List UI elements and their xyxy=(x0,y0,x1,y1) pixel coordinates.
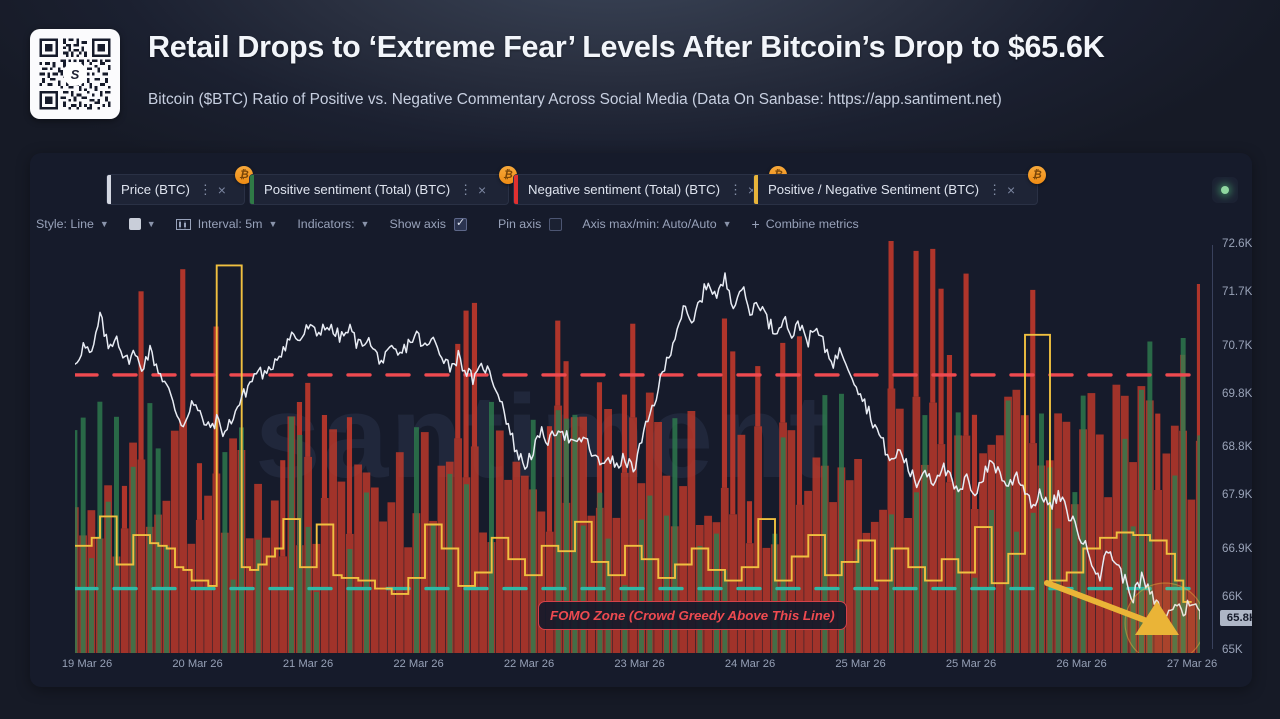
chart-plot-area[interactable]: ·santiment· santiment 72.6K 71.7K 70.7K 69.… xyxy=(30,237,1252,687)
chevron-down-icon: ▼ xyxy=(99,219,109,229)
close-icon[interactable]: × xyxy=(1006,181,1016,198)
chip-label: Positive sentiment (Total) (BTC) xyxy=(264,182,451,197)
y-axis-line xyxy=(1212,245,1213,649)
qr-code-icon: S xyxy=(37,36,113,112)
chevron-down-icon: ▼ xyxy=(146,219,156,229)
x-axis-tick: 22 Mar 26 xyxy=(503,658,555,670)
interval-selector[interactable]: Interval: 5m ▼ xyxy=(175,217,278,231)
x-axis-ticks: 19 Mar 26 20 Mar 26 21 Mar 26 22 Mar 26 22 M… xyxy=(62,655,1217,675)
plus-icon: + xyxy=(751,216,760,232)
chart-svg xyxy=(75,241,1200,653)
y-axis-tick: 68.8K xyxy=(1222,440,1252,453)
y-axis-tick: 70.7K xyxy=(1222,338,1252,352)
show-axis-toggle[interactable]: Show axis xyxy=(389,216,467,231)
axis-minmax-label: Axis max/min: Auto/Auto xyxy=(582,217,717,231)
chip-color-bar xyxy=(250,175,254,204)
y-axis-tick: 66.9K xyxy=(1222,541,1252,555)
indicators-selector[interactable]: Indicators: ▼ xyxy=(297,217,369,231)
kebab-menu-icon[interactable]: ⋮ xyxy=(729,181,743,197)
chip-color-bar xyxy=(754,175,758,204)
fomo-zone-label: FOMO Zone (Crowd Greedy Above This Line) xyxy=(538,601,847,630)
color-swatch xyxy=(128,218,141,230)
qr-code[interactable]: S xyxy=(30,29,120,119)
chip-label: Negative sentiment (Total) (BTC) xyxy=(528,182,721,197)
metric-chip-positive-sentiment[interactable]: Positive sentiment (Total) (BTC) ⋮ × ₿ xyxy=(249,166,517,205)
y-axis-tick: 71.7K xyxy=(1222,285,1252,299)
chevron-down-icon: ▼ xyxy=(360,219,370,229)
x-axis-tick: 21 Mar 26 xyxy=(282,658,334,670)
close-icon[interactable]: × xyxy=(742,182,762,198)
chart-controls: Style: Line ▼ ▼ Interval: 5m ▼ Indic xyxy=(30,211,1252,237)
y-axis-tick: 65K xyxy=(1222,643,1243,656)
metric-chip-negative-sentiment[interactable]: Negative sentiment (Total) (BTC) ⋮ × ₿ xyxy=(513,166,787,205)
btc-badge-icon: ₿ xyxy=(235,166,253,184)
metric-chip-pos-neg-ratio[interactable]: Positive / Negative Sentiment (BTC) ⋮ × … xyxy=(753,166,1046,205)
metric-chip-price[interactable]: Price (BTC) ⋮ × ₿ xyxy=(106,166,253,205)
watermark-side: ·santiment· xyxy=(30,353,32,436)
y-axis-tick: 67.9K xyxy=(1222,488,1252,502)
pin-axis-toggle[interactable]: Pin axis xyxy=(497,217,563,231)
combine-metrics-button[interactable]: + Combine metrics xyxy=(752,216,859,232)
x-axis-tick: 25 Mar 26 xyxy=(945,658,997,670)
candlestick-icon xyxy=(175,218,191,230)
chip-color-bar xyxy=(514,175,518,204)
indicators-label: Indicators: xyxy=(297,217,355,231)
close-icon[interactable]: × xyxy=(478,181,487,198)
btc-badge-icon: ₿ xyxy=(499,166,517,184)
current-price-badge: 65.8K xyxy=(1220,609,1252,626)
show-axis-label: Show axis xyxy=(389,217,446,231)
x-axis-tick: 25 Mar 26 xyxy=(835,658,886,670)
pin-axis-checkbox[interactable] xyxy=(549,217,563,231)
metric-chip-bar: Price (BTC) ⋮ × ₿ Positive sentiment (To… xyxy=(30,153,1252,205)
y-axis: 72.6K 71.7K 70.7K 69.8K 68.8K 67.9K 66.9K 66K 65… xyxy=(1200,237,1252,687)
chevron-down-icon: ▼ xyxy=(268,219,278,229)
kebab-menu-icon[interactable]: ⋮ xyxy=(459,181,473,197)
qr-logo-letter: S xyxy=(63,62,87,86)
x-axis-tick: 27 Mar 26 xyxy=(1166,658,1218,670)
pin-axis-label: Pin axis xyxy=(497,217,542,231)
y-axis-tick: 72.6K xyxy=(1222,237,1252,250)
chart-canvas: santiment xyxy=(75,241,1200,653)
kebab-menu-icon[interactable]: ⋮ xyxy=(198,181,212,197)
header: S Retail Drops to ‘Extreme Fear’ Levels … xyxy=(0,0,1280,140)
status-indicator-icon xyxy=(1221,186,1229,194)
interval-label: Interval: 5m xyxy=(197,217,263,231)
y-axis-tick: 69.8K xyxy=(1222,386,1252,400)
show-axis-checkbox[interactable] xyxy=(453,216,467,231)
chip-color-bar xyxy=(107,175,111,204)
btc-badge-icon: ₿ xyxy=(1028,166,1046,184)
kebab-menu-icon[interactable]: ⋮ xyxy=(988,181,1002,197)
x-axis-tick: 23 Mar 26 xyxy=(614,658,665,670)
color-selector[interactable]: ▼ xyxy=(128,218,156,230)
close-icon[interactable]: × xyxy=(217,181,226,198)
axis-minmax-selector[interactable]: Axis max/min: Auto/Auto ▼ xyxy=(582,217,731,231)
x-axis-tick: 19 Mar 26 xyxy=(61,658,113,670)
x-axis-tick: 22 Mar 26 xyxy=(393,658,444,670)
x-axis-tick: 26 Mar 26 xyxy=(1056,658,1107,670)
style-label: Style: Line xyxy=(36,217,94,231)
chip-label: Positive / Negative Sentiment (BTC) xyxy=(768,182,980,197)
chart-panel: Price (BTC) ⋮ × ₿ Positive sentiment (To… xyxy=(30,153,1252,687)
chip-label: Price (BTC) xyxy=(121,182,190,197)
live-status-dot[interactable] xyxy=(1212,177,1238,203)
page-title: Retail Drops to ‘Extreme Fear’ Levels Af… xyxy=(148,30,1105,64)
x-axis-tick: 20 Mar 26 xyxy=(172,658,223,670)
y-axis-tick: 66K xyxy=(1222,589,1243,603)
combine-metrics-label: Combine metrics xyxy=(765,217,859,231)
x-axis-tick: 24 Mar 26 xyxy=(724,658,776,670)
page-subtitle: Bitcoin ($BTC) Ratio of Positive vs. Neg… xyxy=(148,91,1002,108)
chevron-down-icon: ▼ xyxy=(722,219,732,229)
style-selector[interactable]: Style: Line ▼ xyxy=(36,217,109,231)
